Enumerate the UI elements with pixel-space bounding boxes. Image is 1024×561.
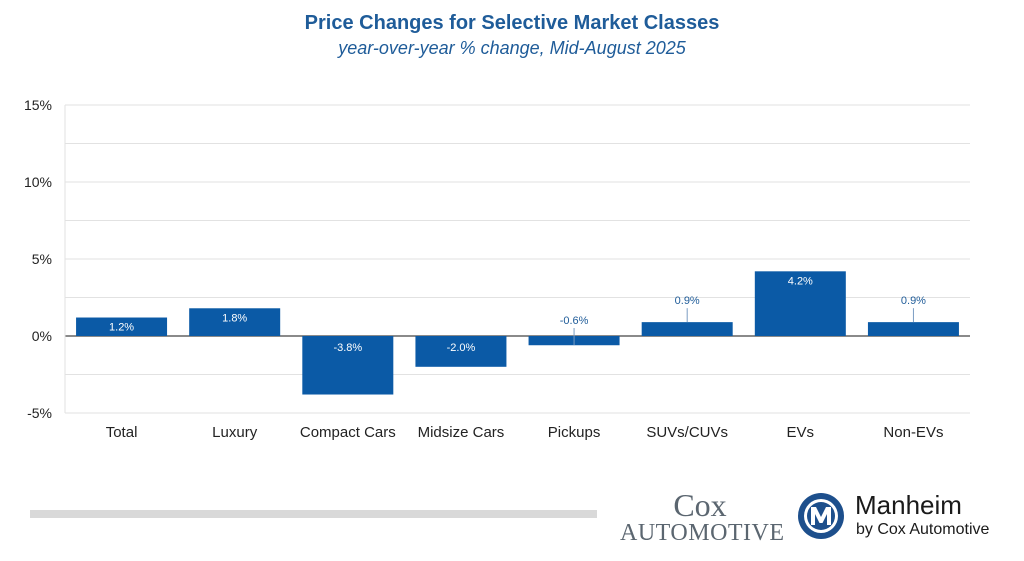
y-tick-label: 15%: [24, 97, 52, 113]
y-tick-label: 0%: [32, 328, 52, 344]
x-tick-label: EVs: [787, 424, 815, 441]
data-label: 4.2%: [788, 275, 813, 287]
bar: [867, 322, 959, 336]
data-label: 0.9%: [675, 295, 700, 307]
manheim-logo-name: Manheim: [855, 490, 962, 520]
x-tick-label: Midsize Cars: [418, 424, 505, 441]
chart-title: Price Changes for Selective Market Class…: [304, 12, 720, 34]
cox-logo-top-text: Cox: [673, 487, 727, 523]
x-tick-label: Luxury: [212, 424, 258, 441]
data-label: 0.9%: [901, 295, 926, 307]
data-label: -0.6%: [560, 315, 589, 327]
cox-automotive-logo: Cox AUTOMOTIVE: [620, 487, 785, 548]
y-tick-label: 5%: [32, 251, 52, 267]
manheim-logo-subtitle: by Cox Automotive: [856, 521, 990, 538]
bar: [415, 336, 507, 367]
horizontal-scrollbar[interactable]: [30, 510, 597, 518]
bars: [76, 271, 959, 395]
x-tick-label: SUVs/CUVs: [646, 424, 728, 441]
data-label: 1.2%: [109, 322, 134, 334]
bar-chart: 15% 10% 5% 0% -5% 1.2% Total 1.8% Luxury -3.8% Com…: [24, 97, 970, 441]
bar: [76, 317, 168, 336]
bar: [189, 308, 281, 336]
grid-lines: [64, 104, 970, 414]
bar: [754, 271, 846, 336]
data-label: -2.0%: [447, 342, 476, 354]
cox-logo-bottom-text: AUTOMOTIVE: [620, 520, 785, 546]
labels: 15% 10% 5% 0% -5% 1.2% Total 1.8% Luxury -3.8% Com…: [24, 97, 943, 441]
x-tick-label: Non-EVs: [883, 424, 943, 441]
y-tick-label: -5%: [27, 405, 52, 421]
chart-subtitle: year-over-year % change, Mid-August 2025: [338, 38, 686, 58]
y-tick-label: 10%: [24, 174, 52, 190]
bar: [302, 336, 394, 395]
bar: [641, 322, 733, 336]
x-tick-label: Compact Cars: [300, 424, 396, 441]
x-tick-label: Total: [106, 424, 138, 441]
x-tick-label: Pickups: [548, 424, 601, 441]
data-label: -3.8%: [333, 342, 362, 354]
manheim-emblem-icon: [798, 493, 844, 539]
data-label: 1.8%: [222, 312, 247, 324]
